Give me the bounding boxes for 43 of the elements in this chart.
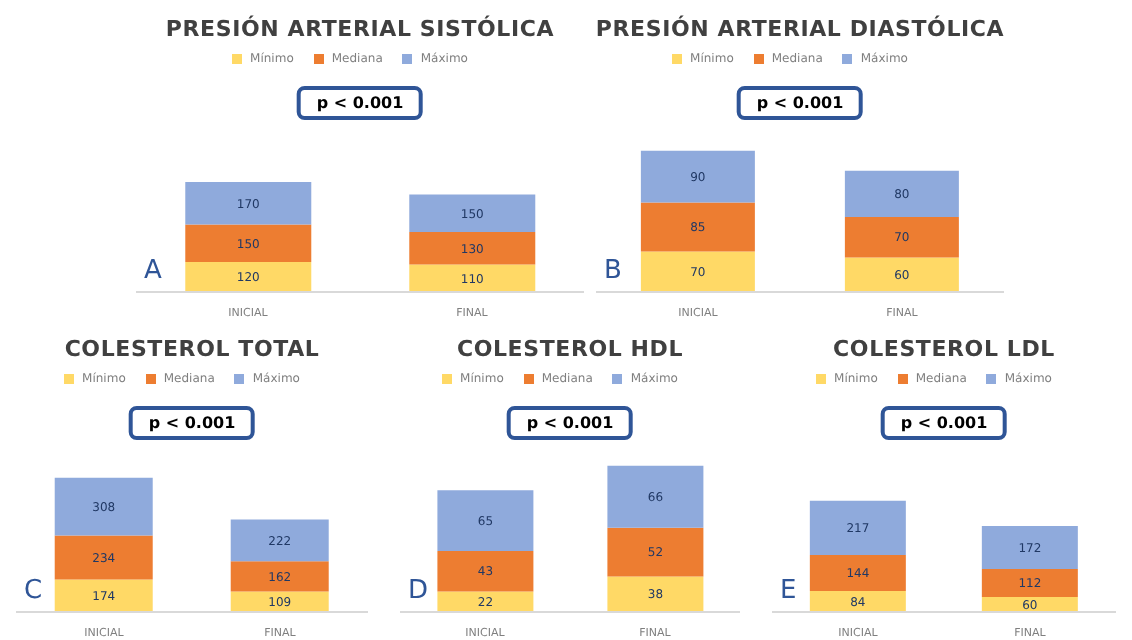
bar — [185, 182, 312, 225]
annotation: C — [24, 576, 43, 606]
annotation: B — [604, 256, 622, 286]
chart-title: COLESTEROL HDL — [454, 336, 686, 362]
bar — [640, 202, 755, 252]
text: p < 0.001 — [506, 406, 634, 440]
chart-title: PRESIÓN ARTERIAL SISTÓLICA — [165, 16, 555, 42]
bar — [409, 232, 536, 265]
bar — [230, 519, 329, 562]
bar — [230, 561, 329, 592]
bar — [54, 535, 153, 580]
bar — [809, 555, 906, 591]
bar — [640, 251, 755, 292]
bar — [809, 500, 906, 555]
bar — [437, 490, 534, 552]
text: p < 0.001 — [736, 86, 864, 120]
bar — [185, 262, 312, 292]
annotation: D — [408, 576, 429, 606]
bar — [809, 591, 906, 612]
bar — [185, 224, 312, 262]
annotation: A — [144, 256, 162, 286]
bar — [844, 170, 959, 217]
chart-title: COLESTEROL LDL — [831, 336, 1057, 362]
bar — [981, 526, 1078, 569]
bar — [437, 551, 534, 592]
text: p < 0.001 — [296, 86, 424, 120]
bar — [981, 569, 1078, 597]
bar — [409, 194, 536, 232]
text: p < 0.001 — [128, 406, 256, 440]
bar — [54, 477, 153, 536]
chart-title: COLESTEROL TOTAL — [62, 336, 322, 362]
annotation: E — [780, 576, 797, 606]
bar — [844, 217, 959, 258]
bar — [640, 150, 755, 203]
bar — [409, 264, 536, 292]
chart-title: PRESIÓN ARTERIAL DIASTÓLICA — [593, 16, 1007, 42]
bar — [607, 576, 704, 612]
bar — [54, 579, 153, 612]
bar — [607, 527, 704, 577]
bar — [607, 465, 704, 528]
bar — [844, 257, 959, 292]
text: p < 0.001 — [880, 406, 1008, 440]
bar — [437, 591, 534, 612]
